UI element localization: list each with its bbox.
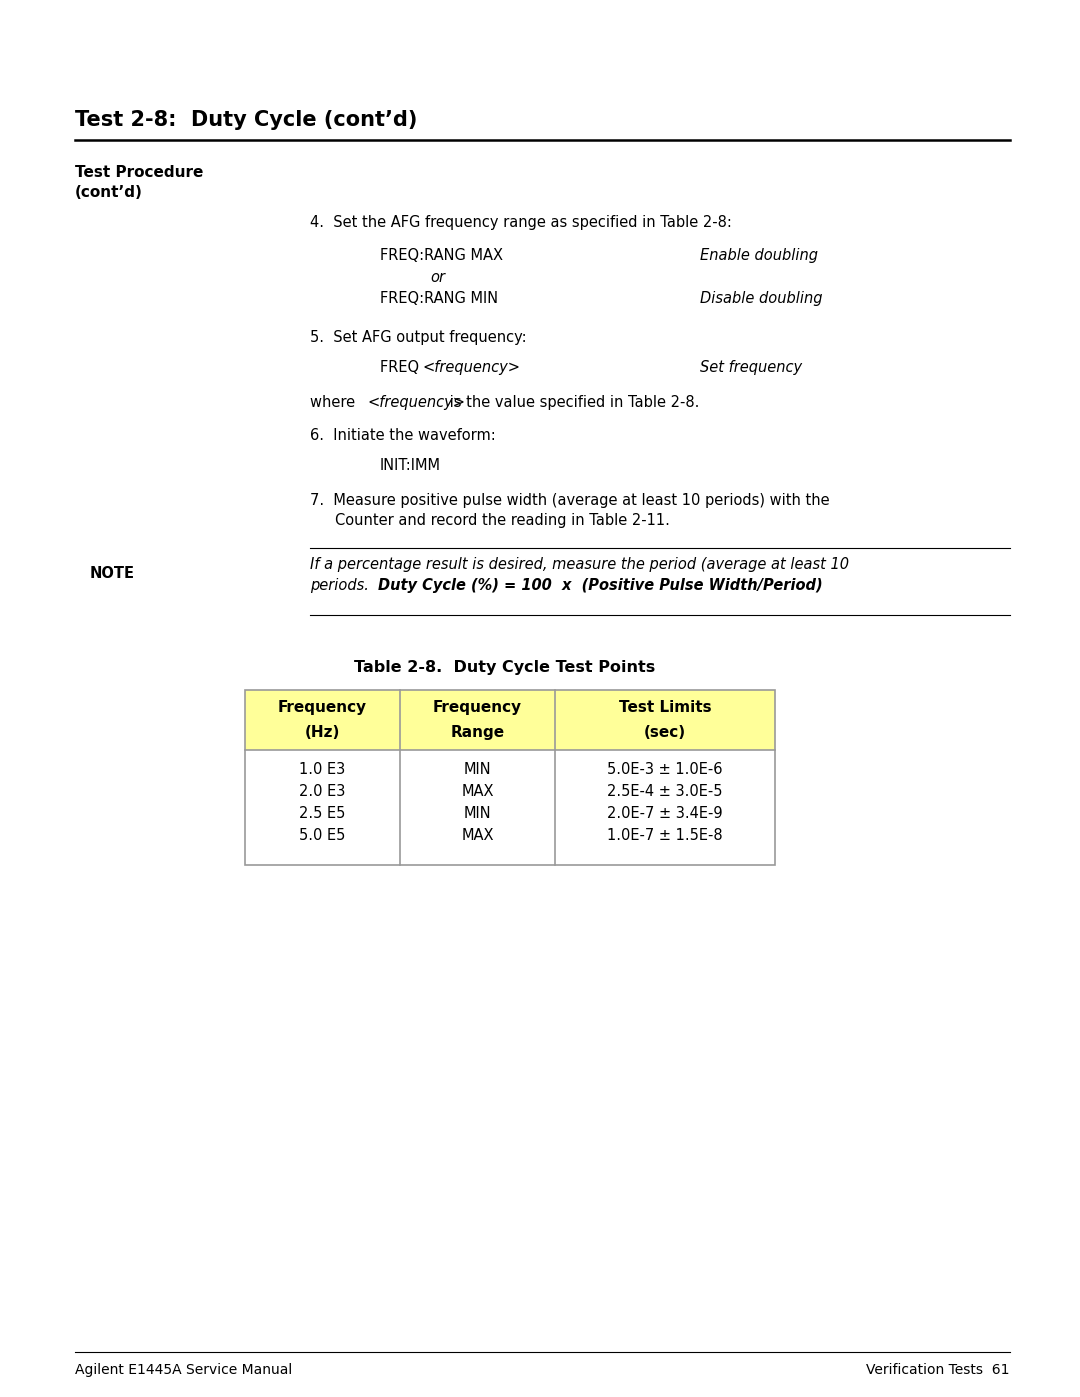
Text: Disable doubling: Disable doubling [700, 291, 823, 306]
Text: Enable doubling: Enable doubling [700, 249, 818, 263]
Text: NOTE: NOTE [90, 566, 135, 581]
Text: Duty Cycle (%) = 100  x  (Positive Pulse Width/Period): Duty Cycle (%) = 100 x (Positive Pulse W… [378, 578, 823, 592]
Text: Test Procedure: Test Procedure [75, 165, 203, 180]
Text: periods.: periods. [310, 578, 378, 592]
Text: MAX: MAX [461, 784, 494, 799]
Text: Agilent E1445A Service Manual: Agilent E1445A Service Manual [75, 1363, 293, 1377]
Text: FREQ:RANG MIN: FREQ:RANG MIN [380, 291, 498, 306]
Text: Test Limits: Test Limits [619, 700, 712, 715]
Text: Counter and record the reading in Table 2-11.: Counter and record the reading in Table … [335, 513, 670, 528]
Text: 2.5 E5: 2.5 E5 [299, 806, 346, 821]
Text: 5.0E-3 ± 1.0E-6: 5.0E-3 ± 1.0E-6 [607, 761, 723, 777]
Text: FREQ: FREQ [380, 360, 423, 374]
Bar [245, 690, 775, 750]
Text: 2.0E-7 ± 3.4E-9: 2.0E-7 ± 3.4E-9 [607, 806, 723, 821]
Text: Frequency: Frequency [278, 700, 367, 715]
Text: (cont’d): (cont’d) [75, 184, 143, 200]
Text: MAX: MAX [461, 828, 494, 842]
Text: 2.5E-4 ± 3.0E-5: 2.5E-4 ± 3.0E-5 [607, 784, 723, 799]
Text: 4.  Set the AFG frequency range as specified in Table 2-8:: 4. Set the AFG frequency range as specif… [310, 215, 732, 231]
Text: 5.0 E5: 5.0 E5 [299, 828, 346, 842]
Text: INIT:IMM: INIT:IMM [380, 458, 441, 474]
Text: <frequency>: <frequency> [422, 360, 519, 374]
Text: Verification Tests  61: Verification Tests 61 [866, 1363, 1010, 1377]
Text: 1.0 E3: 1.0 E3 [299, 761, 346, 777]
Text: FREQ:RANG MAX: FREQ:RANG MAX [380, 249, 503, 263]
Text: Set frequency: Set frequency [700, 360, 802, 374]
Text: Test 2-8:  Duty Cycle (cont’d): Test 2-8: Duty Cycle (cont’d) [75, 110, 417, 130]
Text: <frequency>: <frequency> [367, 395, 465, 409]
Text: Table 2-8.  Duty Cycle Test Points: Table 2-8. Duty Cycle Test Points [354, 659, 656, 675]
Text: (Hz): (Hz) [305, 725, 340, 740]
Text: is the value specified in Table 2-8.: is the value specified in Table 2-8. [445, 395, 700, 409]
Text: 7.  Measure positive pulse width (average at least 10 periods) with the: 7. Measure positive pulse width (average… [310, 493, 829, 509]
Text: 1.0E-7 ± 1.5E-8: 1.0E-7 ± 1.5E-8 [607, 828, 723, 842]
Bar [245, 690, 775, 865]
Text: Frequency: Frequency [433, 700, 522, 715]
Text: MIN: MIN [463, 761, 491, 777]
Text: 6.  Initiate the waveform:: 6. Initiate the waveform: [310, 427, 496, 443]
Text: where: where [310, 395, 364, 409]
Text: or: or [430, 270, 445, 285]
Text: 2.0 E3: 2.0 E3 [299, 784, 346, 799]
Text: 5.  Set AFG output frequency:: 5. Set AFG output frequency: [310, 330, 527, 345]
Text: Range: Range [450, 725, 504, 740]
Text: MIN: MIN [463, 806, 491, 821]
Text: If a percentage result is desired, measure the period (average at least 10: If a percentage result is desired, measu… [310, 557, 849, 571]
Text: (sec): (sec) [644, 725, 686, 740]
